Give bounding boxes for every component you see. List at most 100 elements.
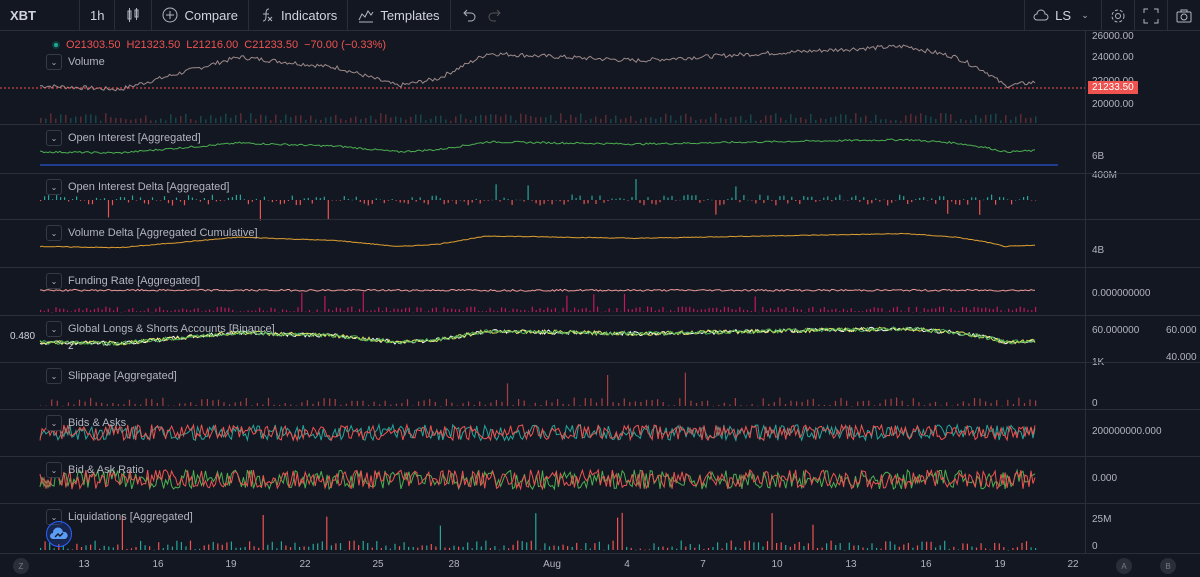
- time-axis[interactable]: Z A B 13 16 19 22 25 28 Aug 4 7 10 13 16 19 22: [0, 553, 1200, 577]
- slippage-bar: [768, 403, 770, 406]
- volume-bar: [400, 117, 402, 123]
- chevron-down-icon[interactable]: ⌄: [46, 54, 62, 70]
- pane-legend[interactable]: ⌄ Slippage [Aggregated]: [46, 368, 177, 384]
- auto-scale-button[interactable]: A: [1116, 558, 1132, 574]
- pane-legend[interactable]: ⌄ Liquidations [Aggregated]: [46, 509, 193, 525]
- funding-rate-bar: [704, 309, 706, 312]
- pane-legend[interactable]: ⌄ Bids & Asks: [46, 415, 126, 431]
- pane-legend[interactable]: ⌄ Bid & Ask Ratio: [46, 462, 144, 478]
- price-scale[interactable]: 26000.0024000.0022000.0020000.0021233.50…: [1085, 31, 1200, 553]
- pane-legend[interactable]: ⌄ Volume Delta [Aggregated Cumulative]: [46, 225, 258, 241]
- oi-delta-bar: [56, 195, 58, 200]
- chevron-down-icon[interactable]: ⌄: [46, 273, 62, 289]
- chevron-down-icon[interactable]: ⌄: [46, 321, 62, 337]
- pane-separator[interactable]: [0, 503, 1200, 504]
- pane-separator[interactable]: [0, 124, 1200, 125]
- pane-legend[interactable]: ⌄ Global Longs & Shorts Accounts [Binance…: [46, 321, 275, 337]
- funding-rate-bar: [224, 307, 226, 312]
- funding-rate-bar: [708, 307, 710, 312]
- pane-separator[interactable]: [0, 456, 1200, 457]
- chevron-down-icon[interactable]: ⌄: [46, 225, 62, 241]
- funding-rate-bar: [723, 306, 725, 312]
- chart-area[interactable]: 26000.0024000.0022000.0020000.0021233.50…: [0, 31, 1200, 553]
- compare-button[interactable]: Compare: [152, 0, 249, 31]
- oi-delta-bar: [327, 200, 329, 220]
- oi-delta-bar: [367, 200, 369, 206]
- chevron-down-icon[interactable]: ⌄: [46, 368, 62, 384]
- liquidation-bar: [644, 549, 646, 551]
- chevron-down-icon[interactable]: ⌄: [46, 179, 62, 195]
- funding-rate-bar: [335, 307, 337, 312]
- fullscreen-button[interactable]: [1134, 0, 1167, 31]
- chevron-down-icon[interactable]: ⌄: [46, 130, 62, 146]
- liquidation-bar: [639, 548, 641, 550]
- liquidation-bar: [367, 543, 369, 550]
- funding-rate-bar: [51, 312, 53, 313]
- interval-button[interactable]: 1h: [80, 0, 116, 31]
- oi-delta-bar: [407, 200, 409, 204]
- oi-delta-bar: [203, 198, 205, 200]
- volume-bar: [990, 114, 992, 123]
- pane-separator[interactable]: [0, 409, 1200, 410]
- oi-delta-bar: [275, 200, 277, 201]
- oi-delta-bar: [355, 196, 357, 200]
- templates-button[interactable]: Templates: [348, 0, 451, 31]
- pane-legend[interactable]: ⌄ Open Interest Delta [Aggregated]: [46, 179, 229, 195]
- oi-delta-bar: [591, 195, 593, 200]
- volume-bar: [900, 120, 902, 123]
- chevron-down-icon[interactable]: ⌄: [46, 415, 62, 431]
- logo-button[interactable]: [46, 521, 72, 547]
- funding-rate-bar: [939, 306, 941, 312]
- funding-rate-bar: [182, 308, 184, 312]
- timezone-button[interactable]: Z: [13, 558, 29, 574]
- undo-button[interactable]: [451, 0, 487, 31]
- pane-separator[interactable]: [0, 219, 1200, 220]
- oi-delta-bar: [427, 200, 429, 205]
- pane-separator[interactable]: [0, 267, 1200, 268]
- chevron-down-icon[interactable]: ⌄: [46, 462, 62, 478]
- redo-button[interactable]: [487, 0, 513, 31]
- slippage-bar: [395, 403, 397, 406]
- oi-delta-bar: [44, 196, 46, 200]
- liquidation-bar: [249, 541, 251, 550]
- oi-delta-bar: [76, 196, 78, 200]
- liquidation-bar: [380, 548, 382, 550]
- chart-type-button[interactable]: [115, 0, 153, 31]
- oi-delta-bar: [611, 198, 613, 200]
- indicators-button[interactable]: Indicators: [249, 0, 349, 31]
- pane-separator[interactable]: [0, 315, 1200, 316]
- pane-legend[interactable]: ⌄ Funding Rate [Aggregated]: [46, 273, 200, 289]
- layout-button[interactable]: LS ⌄: [1024, 0, 1101, 31]
- symbol-search[interactable]: XBT: [0, 0, 80, 31]
- plot-area[interactable]: [0, 31, 1085, 553]
- liquidation-bar: [553, 545, 555, 550]
- pane-legend[interactable]: ⌄ Volume: [46, 54, 105, 70]
- oi-delta-bar: [563, 200, 565, 205]
- volume-bar: [935, 119, 937, 123]
- funding-rate-bar: [385, 307, 387, 312]
- pane-separator[interactable]: [0, 362, 1200, 363]
- oi-delta-bar: [1027, 196, 1029, 200]
- liquidation-bar: [535, 513, 537, 550]
- oi-delta-bar: [699, 200, 701, 203]
- liquidation-bar: [603, 549, 605, 551]
- volume-bar: [740, 115, 742, 123]
- oi-delta-bar: [255, 198, 257, 200]
- funding-rate-bar: [289, 311, 291, 312]
- oi-delta-bar: [227, 197, 229, 200]
- volume-bar: [975, 115, 977, 123]
- volume-bar: [855, 113, 857, 123]
- oi-delta-bar: [195, 199, 197, 200]
- settings-button[interactable]: [1101, 0, 1134, 31]
- oi-delta-bar: [267, 200, 269, 201]
- oi-delta-bar: [231, 197, 233, 200]
- liquidation-bar: [162, 548, 164, 550]
- slippage-bar: [429, 398, 431, 406]
- liquidation-bar: [489, 548, 491, 550]
- slippage-bar: [462, 403, 464, 406]
- scale-mode-button[interactable]: B: [1160, 558, 1176, 574]
- liquidation-bar: [694, 547, 696, 550]
- snapshot-button[interactable]: [1167, 0, 1200, 31]
- pane-separator[interactable]: [0, 173, 1200, 174]
- pane-legend[interactable]: ⌄ Open Interest [Aggregated]: [46, 130, 201, 146]
